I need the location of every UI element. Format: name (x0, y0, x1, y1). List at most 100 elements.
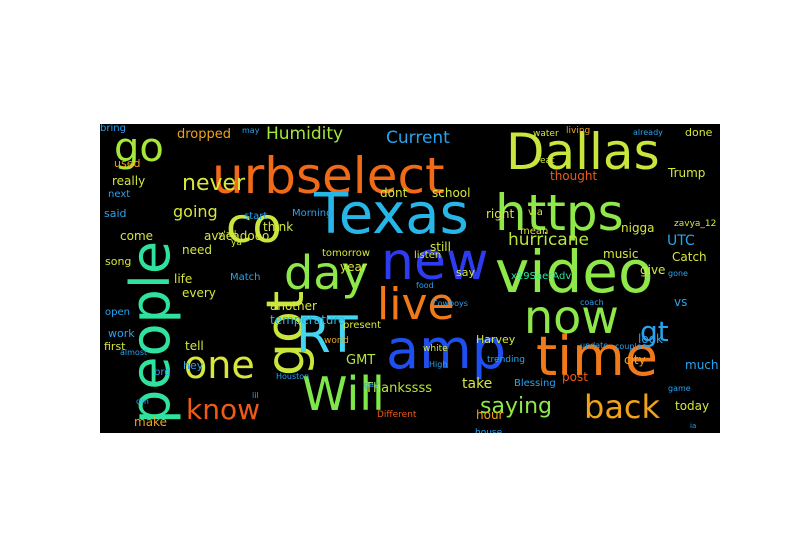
word-listen: listen (414, 250, 442, 261)
word-open: open (105, 307, 130, 318)
word-thought: thought (550, 169, 598, 183)
word-high: High (429, 360, 448, 369)
word-dallas: Dallas (506, 124, 660, 181)
word-ya: ya (231, 238, 242, 248)
word-catch: Catch (672, 250, 707, 264)
word-food: food (416, 281, 434, 290)
word-year: year (340, 260, 367, 274)
word-y-all: y'all (218, 230, 237, 240)
word-dont: dont (380, 186, 408, 200)
word-gt: gt (640, 315, 669, 348)
word-present: present (343, 320, 382, 331)
word-humidity: Humidity (266, 124, 344, 144)
word-ia: ia (690, 422, 697, 430)
word-dropped: dropped (177, 127, 232, 142)
word-another: another (270, 299, 317, 313)
word-almost: almost (120, 348, 148, 357)
word-temperature: temperature (270, 313, 346, 327)
word-cowboys: Cowboys (432, 299, 468, 308)
word-avacadooo: avacadooo (204, 229, 270, 243)
word-still: still (430, 240, 451, 254)
word-take: take (462, 376, 493, 392)
word-couple: couple (615, 342, 642, 351)
word-x19saeradv: x19SaerAdv (511, 271, 572, 282)
word-world: world (324, 336, 349, 346)
word-make: make (134, 415, 167, 429)
word-match: Match (230, 272, 261, 283)
word-bro: bro (154, 367, 171, 378)
word-time: time (536, 325, 659, 388)
word-update: update (580, 341, 609, 350)
word-song: song (105, 255, 132, 268)
word-mean: mean (520, 226, 549, 237)
word-now: now (524, 290, 619, 344)
word-hurricane: hurricane (508, 230, 589, 250)
word-never: never (182, 171, 246, 196)
word-white: white (423, 344, 448, 354)
word-hour: hour (476, 408, 504, 422)
word-vs: vs (674, 295, 688, 309)
word-dm: dm (136, 397, 149, 406)
word-blessing: Blessing (514, 378, 556, 389)
word-really: really (112, 174, 146, 188)
word-need: need (182, 243, 212, 257)
word-thankssss: Thankssss (365, 381, 433, 396)
word-saying: saying (480, 394, 552, 419)
word-music: music (603, 247, 639, 261)
word-hey: hey (183, 359, 204, 372)
word-may: may (242, 126, 260, 135)
word-used: used (114, 157, 141, 170)
word-coach: coach (580, 298, 604, 307)
word-different: Different (377, 410, 417, 420)
word-urbselect: urbselect (212, 147, 445, 205)
word-much: much (685, 358, 719, 372)
word-live: live (377, 279, 455, 330)
word-tell: tell (185, 339, 204, 353)
word-know: know (186, 393, 260, 426)
word-start: start (244, 211, 268, 222)
word-think: think (263, 220, 294, 234)
word-eat: eat (540, 156, 555, 166)
word-trending: trending (487, 355, 525, 365)
word-zavya-12: zavya_12 (674, 219, 717, 229)
word-right: right (486, 207, 515, 221)
word-day: day (284, 246, 369, 300)
word-trump: Trump (668, 166, 706, 180)
word-lil: lil (252, 391, 259, 400)
word-already: already (633, 128, 663, 137)
word-every: every (182, 286, 216, 300)
word-next: next (108, 189, 131, 200)
word-harvey: Harvey (476, 333, 516, 346)
word-rt: RT (296, 306, 358, 364)
word-work: work (108, 327, 135, 340)
word-give: give (640, 263, 666, 277)
word-texas: Texas (314, 182, 469, 247)
word-come: come (120, 229, 154, 243)
word-going: going (173, 202, 218, 221)
word-amp: amp (386, 318, 506, 381)
word-new: new (381, 232, 489, 292)
word-gone: gone (668, 269, 688, 278)
word-co: co (226, 198, 282, 254)
word-utc: UTC (667, 233, 695, 249)
word-today: today (675, 399, 710, 413)
word-morning: Morning (292, 208, 333, 219)
word-school: school (432, 186, 471, 200)
word-said: said (104, 207, 127, 220)
word-nigga: nigga (621, 221, 655, 235)
word-tomorrow: tomorrow (322, 248, 371, 259)
word-via: via (528, 207, 543, 218)
word-go: go (114, 125, 164, 171)
word-cloud: urbselect Dallas Texas https new video amp time… (100, 124, 720, 433)
word-game: game (668, 384, 691, 393)
word-https: https (495, 184, 624, 242)
word-current: Current (386, 128, 450, 148)
word-gmt: GMT (346, 353, 376, 368)
word-gay: gay (364, 380, 379, 389)
word-look: look (638, 332, 663, 346)
word-living: living (566, 126, 591, 136)
word-video: video (495, 238, 654, 306)
word-city: city (624, 353, 646, 367)
word-life: life (174, 272, 193, 286)
word-done: done (685, 126, 713, 139)
